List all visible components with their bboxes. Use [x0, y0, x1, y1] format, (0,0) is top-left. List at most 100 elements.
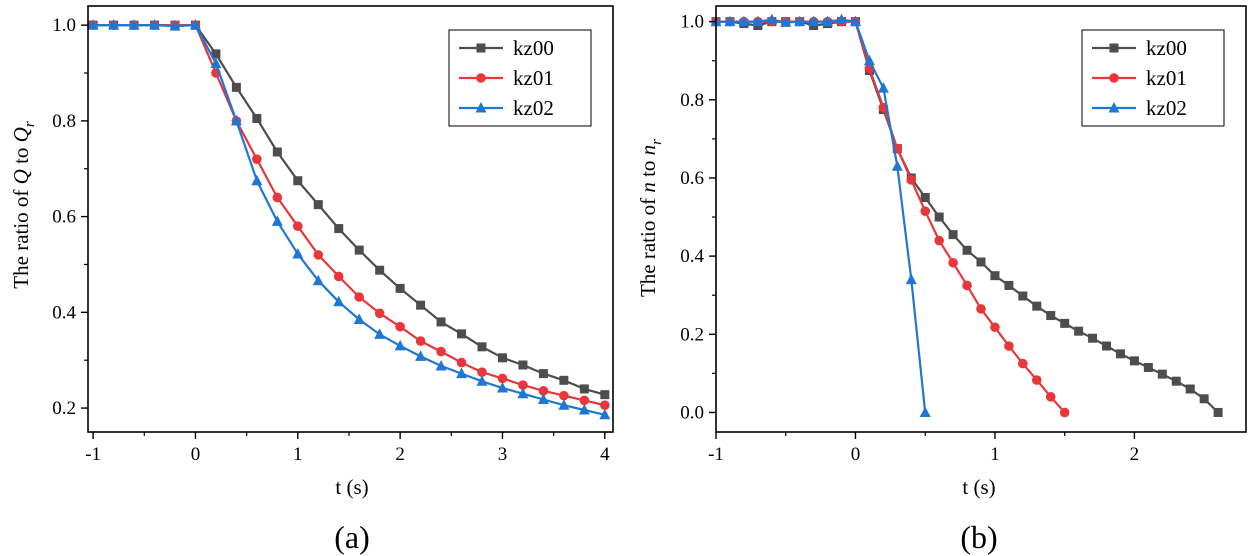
point-kz01-b: [962, 280, 972, 291]
point-kz00-b: [920, 193, 930, 203]
point-kz02-b: [752, 15, 764, 27]
point-kz00-b: [1088, 333, 1098, 343]
point-kz00-b: [990, 271, 1000, 281]
legend-marker-kz01-a: [476, 73, 486, 83]
point-kz02-a: [353, 313, 365, 325]
point-kz00-b: [1171, 376, 1181, 386]
point-kz02-b: [849, 15, 861, 27]
point-kz00-a: [600, 390, 610, 400]
point-kz00-a: [579, 384, 589, 394]
point-kz02-a: [394, 339, 406, 351]
point-kz02-b: [780, 16, 792, 27]
series-kz01-b: [711, 16, 1070, 418]
point-kz00-a: [518, 360, 528, 370]
point-kz00-a: [375, 265, 385, 275]
y-axis-label-a-mid: to: [9, 142, 33, 169]
x-tick-label-a: 4: [600, 444, 610, 465]
point-kz02-a: [128, 19, 140, 30]
point-kz02-a: [435, 359, 447, 371]
point-kz00-a: [457, 329, 467, 339]
panel-label-a: (a): [334, 519, 370, 555]
point-kz00-b: [934, 212, 944, 222]
point-kz02-b: [863, 54, 875, 66]
point-kz02-b: [905, 273, 917, 285]
point-kz01-a: [477, 367, 487, 377]
point-kz01-a: [333, 271, 344, 282]
series-kz02-a: [87, 19, 611, 420]
legend-label-kz00-a: kz00: [513, 36, 554, 60]
point-kz01-a: [354, 292, 364, 302]
y-tick-label-b: 0.4: [680, 246, 704, 267]
point-kz00-a: [293, 176, 303, 186]
point-kz01-b: [1031, 375, 1042, 385]
y-axis-label-a-text: The ratio of: [9, 184, 33, 288]
y-axis-label-b-var2: n: [636, 145, 660, 156]
point-kz00-b: [1046, 311, 1056, 321]
point-kz02-a: [558, 399, 570, 410]
x-tick-label-b: 0: [851, 444, 861, 465]
point-kz00-a: [231, 82, 241, 92]
point-kz00-b: [962, 245, 972, 255]
point-kz00-b: [1143, 363, 1153, 373]
y-axis-label-b-text: The ratio of: [636, 193, 660, 297]
point-kz01-b: [948, 257, 958, 268]
point-kz02-a: [292, 247, 304, 259]
point-kz00-b: [1004, 280, 1014, 290]
y-axis-label-a-sub: r: [22, 121, 38, 127]
y-axis-label-b-var1: n: [636, 182, 660, 193]
point-kz01-a: [292, 221, 303, 231]
point-kz01-a: [395, 321, 405, 332]
point-kz00-b: [1115, 349, 1125, 359]
legend-a: kz00 kz01 kz02: [448, 29, 592, 127]
y-tick-label-b: 1.0: [680, 12, 704, 33]
point-kz01-a: [272, 192, 283, 203]
point-kz02-a: [333, 295, 345, 307]
y-axis-label-b: The ratio of n to nr: [636, 139, 665, 297]
legend-entry-kz01-a: kz01: [459, 66, 554, 90]
point-kz02-a: [517, 387, 529, 399]
point-kz00-a: [416, 300, 426, 310]
point-kz01-a: [518, 380, 528, 390]
y-axis-label-a: The ratio of Q to Qr: [9, 121, 38, 289]
legend-entry-kz01-b: kz01: [1092, 66, 1187, 90]
point-kz00-b: [1213, 407, 1223, 417]
point-kz02-b: [738, 15, 750, 27]
legend-marker-kz02-a: [475, 102, 487, 113]
point-kz00-a: [497, 353, 507, 363]
y-axis-label-b-mid: to: [636, 155, 660, 182]
point-kz01-a: [538, 386, 549, 396]
x-tick-label-b: 2: [1130, 444, 1140, 465]
point-kz00-b: [1032, 301, 1042, 311]
x-tick-label-a: 2: [395, 444, 405, 465]
point-kz00-a: [334, 224, 344, 234]
x-axis-label-a: t (s): [335, 475, 368, 499]
point-kz00-a: [477, 342, 487, 352]
point-kz01-b: [1059, 407, 1070, 418]
y-tick-label-b: 0.6: [680, 168, 704, 189]
point-kz00-a: [559, 375, 569, 385]
y-axis-label-a-var2: Q: [9, 127, 33, 142]
y-tick-label-b: 0.2: [680, 324, 704, 345]
legend-entry-kz02-a: kz02: [459, 96, 554, 120]
axes-frame-a: [87, 5, 614, 433]
point-kz00-a: [436, 317, 446, 327]
point-kz01-b: [920, 206, 931, 216]
legend-marker-kz01-b: [1109, 73, 1119, 83]
series-kz02-b: [710, 13, 931, 417]
point-kz01-a: [313, 250, 324, 260]
x-tick-label-a: -1: [85, 444, 101, 465]
legend-marker-kz00-b: [1109, 43, 1119, 53]
point-kz02-a: [169, 20, 181, 31]
legend-label-kz01-a: kz01: [513, 66, 554, 90]
point-kz02-a: [496, 381, 508, 393]
series-line-kz02-b: [716, 18, 927, 413]
point-kz00-b: [1157, 369, 1167, 379]
point-kz02-b: [794, 15, 806, 27]
point-kz02-b: [766, 13, 778, 25]
point-kz01-a: [436, 346, 446, 357]
legend-label-kz02-a: kz02: [513, 96, 554, 120]
point-kz02-a: [189, 19, 201, 30]
point-kz01-a: [456, 357, 467, 368]
point-kz01-a: [374, 308, 385, 319]
legend-marker-kz02-b: [1108, 102, 1120, 113]
